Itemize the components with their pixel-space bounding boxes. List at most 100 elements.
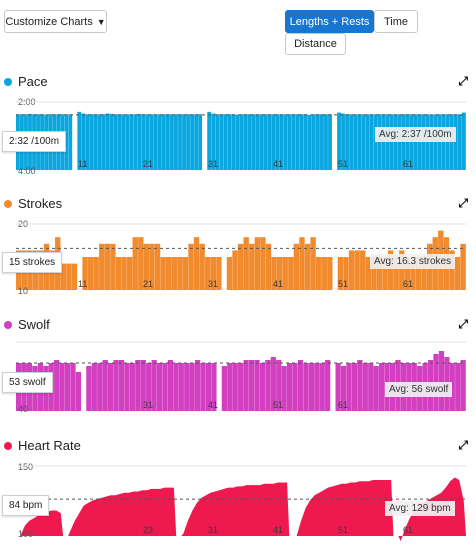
swolf-avg-label: Avg: 56 swolf [385, 382, 453, 397]
x-tick-label: 21 [143, 159, 153, 169]
bar [235, 114, 240, 170]
x-tick-label: 31 [143, 400, 153, 410]
x-tick-label: 41 [273, 159, 283, 169]
customize-charts-button[interactable]: Customize Charts ▼ [4, 10, 107, 33]
bar [243, 360, 249, 411]
bar [226, 257, 233, 290]
bar [166, 257, 172, 290]
bar [140, 360, 146, 411]
bar [369, 114, 374, 170]
bar [320, 114, 324, 170]
bar [190, 114, 194, 170]
expand-icon[interactable]: ⤢ [458, 317, 468, 331]
bar [231, 114, 236, 170]
bar [113, 114, 118, 170]
heart-rate-readout: 84 bpm [2, 495, 50, 516]
heart-rate-area [68, 487, 177, 536]
bar [437, 114, 442, 170]
bar [341, 113, 345, 170]
expand-icon[interactable]: ⤢ [458, 438, 468, 452]
bar [64, 114, 69, 170]
bar [89, 114, 94, 170]
chart-title-heart-rate: Heart Rate [18, 438, 81, 453]
bar [200, 363, 206, 411]
x-tick-label: 41 [273, 279, 283, 289]
pace-readout: 2:32 /100m [2, 131, 67, 152]
bar [368, 363, 374, 411]
expand-icon[interactable]: ⤢ [458, 74, 468, 88]
bar [303, 363, 309, 411]
bar [311, 114, 316, 170]
bar [59, 363, 65, 411]
tab-distance[interactable]: Distance [285, 33, 346, 55]
bar [373, 114, 378, 170]
bar [360, 250, 366, 290]
bar [291, 114, 296, 170]
bar [365, 257, 371, 290]
heart-rate-avg-label: Avg: 129 bpm [385, 501, 455, 516]
bar [449, 114, 454, 170]
bar [232, 363, 238, 411]
bar [376, 257, 383, 290]
x-tick-label: 31 [208, 279, 218, 289]
bar [149, 243, 155, 290]
bar [283, 114, 288, 170]
bar [110, 243, 116, 290]
chart-title-pace: Pace [18, 74, 48, 89]
chart-header-strokes: Strokes [4, 196, 62, 211]
bar [271, 257, 277, 290]
bar [251, 114, 256, 170]
bar [349, 114, 354, 170]
bar [295, 114, 300, 170]
x-tick-label: 61 [338, 400, 348, 410]
bar [129, 114, 134, 170]
expand-icon[interactable]: ⤢ [458, 196, 468, 210]
bar [194, 114, 199, 170]
x-tick-label: 51 [338, 159, 348, 169]
bar [449, 250, 455, 290]
x-tick-label: 41 [208, 400, 218, 410]
bar [109, 113, 114, 170]
bar [457, 114, 462, 170]
x-tick-label: 31 [208, 159, 218, 169]
bar [346, 363, 352, 411]
bar [325, 360, 331, 411]
bar [399, 250, 405, 290]
x-tick-label: 31 [208, 525, 218, 535]
bar [438, 351, 445, 411]
bar [460, 243, 466, 290]
bar [254, 237, 261, 290]
swolf-readout: 53 swolf [2, 372, 53, 393]
x-tick-label: 41 [273, 525, 283, 535]
bar [381, 114, 386, 170]
bar [345, 114, 349, 170]
bar [135, 360, 141, 411]
bar [151, 360, 157, 411]
pace-legend-dot [4, 77, 12, 86]
bar [409, 114, 414, 170]
bar [316, 257, 322, 290]
bar [276, 257, 283, 290]
bar [248, 360, 255, 411]
bar [157, 114, 162, 170]
chart-plot-swolf: 31 41 51 61 [16, 341, 466, 411]
bar [93, 114, 98, 170]
chart-plot-heart-rate: 23 31 41 51 61 [18, 465, 466, 542]
bar [299, 237, 305, 290]
bar [354, 250, 360, 290]
bar [348, 250, 355, 290]
tab-time[interactable]: Time [374, 10, 418, 33]
bar [371, 257, 377, 290]
tab-lengths-rests[interactable]: Lengths + Rests [285, 10, 374, 33]
bar [454, 257, 461, 290]
bar [54, 360, 60, 411]
bar [125, 114, 130, 170]
bar [377, 114, 382, 170]
bar [60, 263, 66, 290]
chart-title-swolf: Swolf [18, 317, 50, 332]
bar [108, 363, 114, 411]
bar [133, 114, 138, 170]
bar [324, 114, 328, 170]
bar [449, 363, 455, 411]
bar [415, 257, 422, 290]
